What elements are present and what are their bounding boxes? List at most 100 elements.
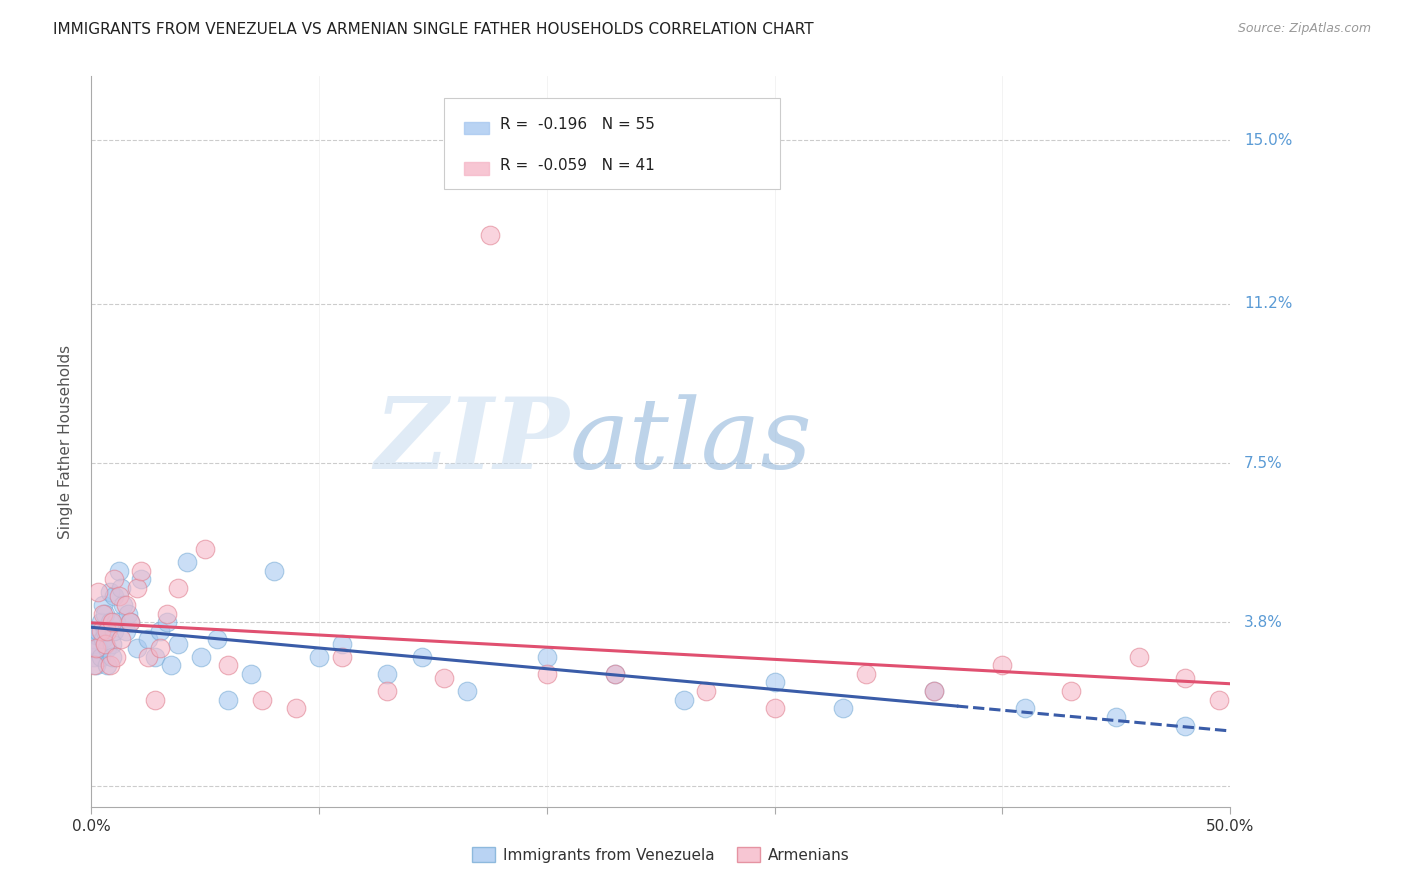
Point [217, 658, 239, 673]
Point [89, 615, 111, 630]
Point [96, 624, 118, 638]
Point [167, 637, 190, 651]
Text: IMMIGRANTS FROM VENEZUELA VS ARMENIAN SINGLE FATHER HOUSEHOLDS CORRELATION CHART: IMMIGRANTS FROM VENEZUELA VS ARMENIAN SI… [53, 22, 814, 37]
Point [330, 649, 353, 664]
Point [91, 607, 114, 621]
Point [695, 684, 717, 698]
Point [101, 649, 124, 664]
Point [149, 641, 172, 656]
Point [536, 649, 558, 664]
Point [155, 607, 177, 621]
Point [87, 641, 110, 656]
Point [478, 227, 501, 242]
Point [263, 564, 285, 578]
Point [1174, 671, 1197, 685]
Point [89, 649, 111, 664]
Point [96, 641, 118, 656]
Point [763, 675, 786, 690]
Point [103, 624, 125, 638]
Point [112, 598, 135, 612]
Point [107, 564, 129, 578]
Point [330, 637, 353, 651]
Point [155, 615, 177, 630]
Point [922, 684, 945, 698]
Point [131, 564, 153, 578]
Point [605, 666, 627, 681]
Point [1208, 692, 1230, 706]
Text: atlas: atlas [569, 394, 813, 489]
Point [433, 671, 456, 685]
Point [84, 658, 107, 673]
Text: 11.2%: 11.2% [1244, 296, 1292, 311]
Point [107, 590, 129, 604]
Point [120, 615, 142, 630]
Point [131, 572, 153, 586]
Point [1174, 718, 1197, 732]
Point [190, 649, 212, 664]
Point [83, 658, 105, 673]
Point [536, 666, 558, 681]
Point [105, 615, 128, 630]
Point [103, 590, 125, 604]
Point [94, 607, 117, 621]
Point [98, 615, 121, 630]
Point [763, 701, 786, 715]
Bar [464, 122, 489, 135]
Point [605, 666, 627, 681]
Bar [464, 162, 489, 175]
Point [832, 701, 855, 715]
Point [456, 684, 478, 698]
Point [117, 607, 139, 621]
Text: Source: ZipAtlas.com: Source: ZipAtlas.com [1237, 22, 1371, 36]
Point [103, 572, 125, 586]
Point [672, 692, 695, 706]
Point [143, 692, 166, 706]
Point [83, 649, 105, 664]
Point [84, 641, 107, 656]
Point [149, 624, 172, 638]
Point [114, 598, 136, 612]
FancyBboxPatch shape [444, 98, 780, 189]
Point [194, 542, 217, 557]
Point [377, 684, 399, 698]
Point [308, 649, 330, 664]
Text: R =  -0.196   N = 55: R = -0.196 N = 55 [501, 118, 655, 132]
Point [94, 637, 117, 651]
Point [217, 692, 239, 706]
Point [87, 624, 110, 638]
Point [160, 658, 183, 673]
Point [101, 615, 124, 630]
Point [411, 649, 433, 664]
Point [125, 641, 148, 656]
Text: 7.5%: 7.5% [1244, 456, 1282, 471]
Point [250, 692, 273, 706]
Point [101, 637, 124, 651]
Point [96, 658, 118, 673]
Point [110, 581, 132, 595]
Point [285, 701, 308, 715]
Point [138, 649, 160, 664]
Text: 15.0%: 15.0% [1244, 133, 1292, 148]
Point [239, 666, 262, 681]
Point [98, 658, 121, 673]
Text: 3.8%: 3.8% [1244, 615, 1284, 630]
Point [105, 649, 128, 664]
Point [91, 632, 114, 647]
Point [110, 632, 132, 647]
Legend: Immigrants from Venezuela, Armenians: Immigrants from Venezuela, Armenians [465, 841, 856, 869]
Y-axis label: Single Father Households: Single Father Households [58, 344, 73, 539]
Point [83, 637, 105, 651]
Point [991, 658, 1014, 673]
Point [98, 585, 121, 599]
Point [1105, 710, 1128, 724]
Point [1014, 701, 1036, 715]
Point [120, 615, 142, 630]
Point [855, 666, 877, 681]
Point [143, 649, 166, 664]
Point [176, 555, 198, 569]
Point [167, 581, 190, 595]
Point [138, 632, 160, 647]
Point [1060, 684, 1083, 698]
Point [114, 624, 136, 638]
Point [1128, 649, 1150, 664]
